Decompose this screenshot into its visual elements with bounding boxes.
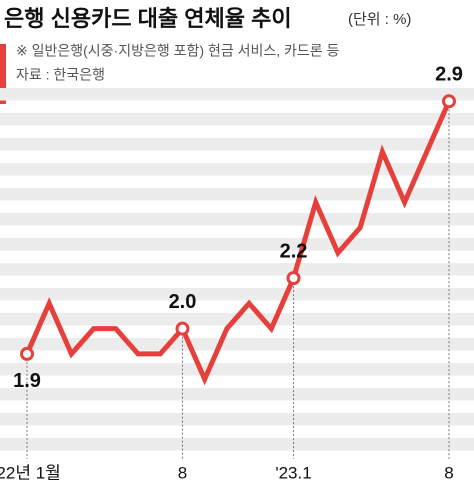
stripe (0, 213, 474, 226)
background-stripes (0, 88, 474, 451)
stripe (0, 163, 474, 176)
note: 자료 : 한국은행 (16, 67, 105, 83)
x-tick-label: 8 (444, 463, 453, 482)
x-tick-label: 8 (178, 463, 187, 482)
data-label: 1.9 (13, 370, 41, 392)
stripe (0, 138, 474, 151)
chart-title: 은행 신용카드 대출 연체율 추이 (4, 6, 292, 31)
data-label: 2.9 (435, 64, 463, 86)
stripe (0, 363, 474, 376)
x-tick-label: '23.1 (275, 463, 311, 482)
stripe (0, 288, 474, 301)
stripe (0, 263, 474, 276)
chart-subtitle: (단위 : %) (348, 11, 411, 28)
marker (20, 346, 34, 361)
marker (175, 321, 190, 336)
data-label: 2.2 (280, 240, 308, 262)
stripe (0, 388, 474, 401)
line (24, 100, 452, 386)
marker (442, 94, 456, 109)
stripe (0, 238, 474, 251)
stripe (0, 113, 474, 126)
stripe (0, 338, 474, 351)
stripe (0, 188, 474, 201)
marker (286, 271, 301, 286)
accent-bar (0, 44, 6, 104)
data-label: 2.0 (169, 291, 197, 313)
stripe (0, 88, 474, 101)
stripe (0, 438, 474, 451)
stripe (0, 413, 474, 426)
note: ※ 일반은행(시중·지방은행 포함) 현금 서비스, 카드론 등 (16, 43, 340, 59)
x-tick-label: '22년 1월 (0, 463, 61, 482)
